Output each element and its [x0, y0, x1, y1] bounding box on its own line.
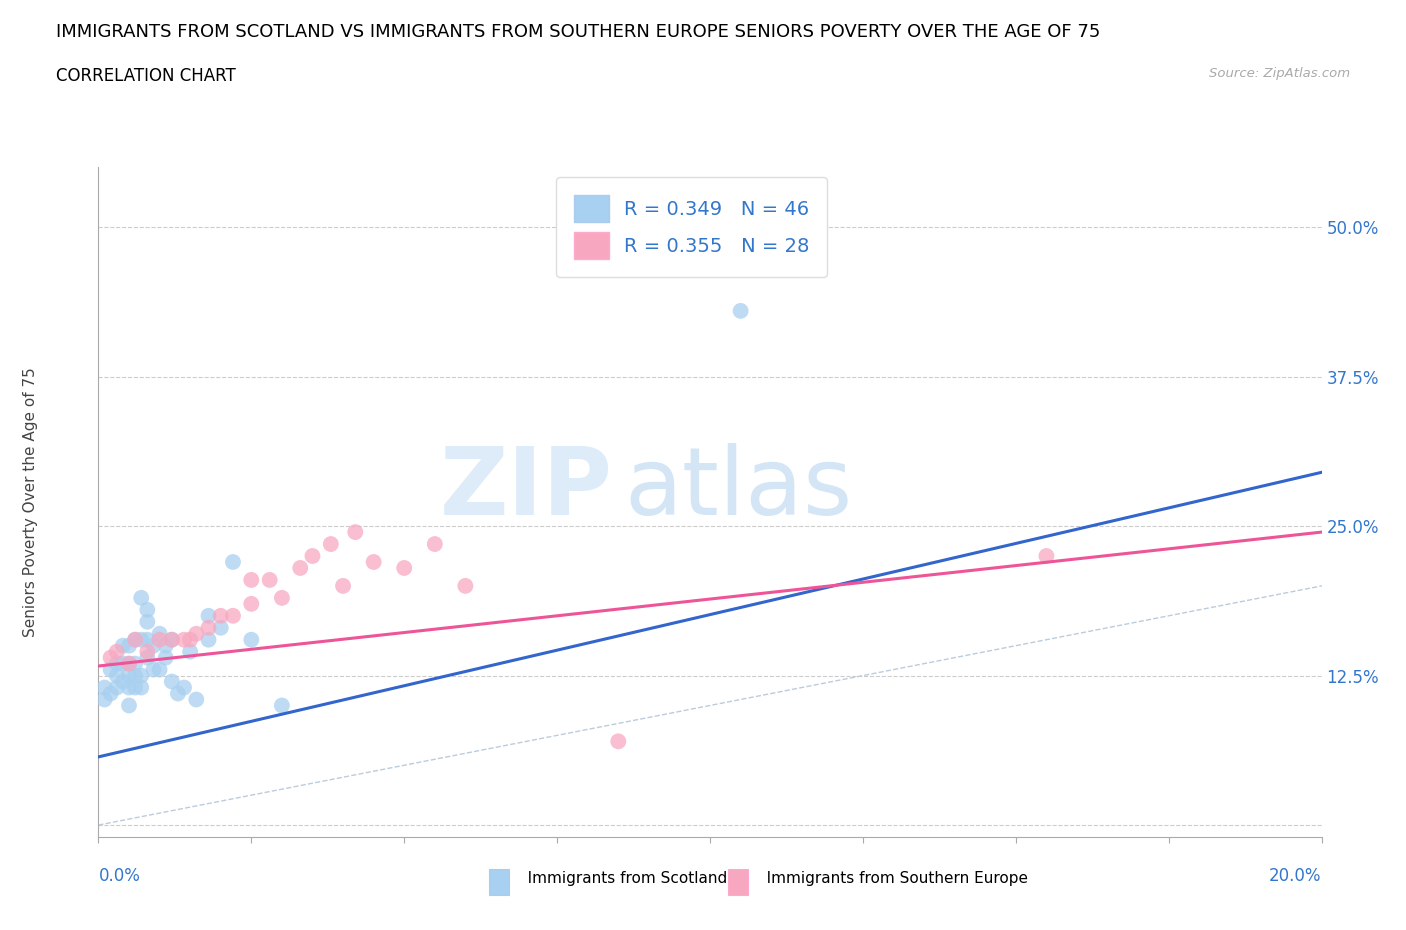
Point [730, 303, 752, 318]
Point [173, 632, 195, 647]
Point [301, 549, 323, 564]
Point [118, 638, 141, 653]
Point [1035, 549, 1057, 564]
Point [160, 632, 183, 647]
Point [160, 674, 183, 689]
Point [136, 615, 159, 630]
Point [186, 692, 208, 707]
Point [173, 680, 195, 695]
Point [118, 680, 141, 695]
Point [197, 608, 219, 623]
Point [392, 561, 416, 576]
Text: Immigrants from Scotland: Immigrants from Scotland [513, 871, 727, 886]
Point [105, 644, 128, 659]
Point [332, 578, 354, 593]
Text: Seniors Poverty Over the Age of 75: Seniors Poverty Over the Age of 75 [24, 367, 38, 637]
Point [186, 626, 208, 641]
Point [124, 632, 146, 647]
Text: ZIP: ZIP [439, 443, 612, 535]
Point [149, 632, 172, 647]
Point [111, 638, 134, 653]
Point [607, 734, 630, 749]
Point [118, 698, 141, 713]
Point [155, 650, 177, 665]
Point [240, 596, 263, 611]
Point [100, 650, 122, 665]
Text: 0.0%: 0.0% [98, 867, 141, 885]
Point [142, 638, 165, 653]
Legend: R = 0.349   N = 46, R = 0.355   N = 28: R = 0.349 N = 46, R = 0.355 N = 28 [557, 177, 827, 277]
Text: CORRELATION CHART: CORRELATION CHART [56, 67, 236, 85]
Point [129, 680, 152, 695]
Point [363, 554, 385, 569]
Point [118, 657, 141, 671]
Point [129, 668, 152, 683]
Point [105, 680, 128, 695]
Text: Source: ZipAtlas.com: Source: ZipAtlas.com [1209, 67, 1350, 80]
Point [209, 620, 232, 635]
Point [319, 537, 342, 551]
Point [270, 698, 292, 713]
Point [155, 638, 177, 653]
Point [129, 632, 152, 647]
Point [93, 692, 115, 707]
Point [454, 578, 477, 593]
Point [136, 632, 159, 647]
Point [136, 644, 159, 659]
Text: Immigrants from Southern Europe: Immigrants from Southern Europe [752, 871, 1028, 886]
Text: atlas: atlas [624, 443, 852, 535]
Point [222, 608, 245, 623]
Point [197, 620, 219, 635]
Point [197, 632, 219, 647]
Point [160, 632, 183, 647]
Point [149, 662, 172, 677]
Point [105, 668, 128, 683]
Point [124, 657, 146, 671]
Point [111, 657, 134, 671]
Point [118, 668, 141, 683]
Point [118, 657, 141, 671]
Point [100, 686, 122, 701]
Text: 20.0%: 20.0% [1270, 867, 1322, 885]
Point [124, 668, 146, 683]
Point [179, 632, 201, 647]
Point [136, 650, 159, 665]
Point [222, 554, 245, 569]
Point [142, 662, 165, 677]
Point [124, 680, 146, 695]
Point [270, 591, 292, 605]
Point [240, 573, 263, 588]
Text: IMMIGRANTS FROM SCOTLAND VS IMMIGRANTS FROM SOUTHERN EUROPE SENIORS POVERTY OVER: IMMIGRANTS FROM SCOTLAND VS IMMIGRANTS F… [56, 23, 1101, 41]
Point [149, 626, 172, 641]
Point [136, 603, 159, 618]
Point [167, 686, 190, 701]
Point [100, 662, 122, 677]
Point [111, 674, 134, 689]
Point [209, 608, 232, 623]
Point [423, 537, 446, 551]
Point [93, 680, 115, 695]
Point [124, 632, 146, 647]
Point [129, 591, 152, 605]
Point [240, 632, 263, 647]
Point [105, 657, 128, 671]
Point [259, 573, 281, 588]
Point [290, 561, 312, 576]
Point [179, 644, 201, 659]
Point [344, 525, 367, 539]
